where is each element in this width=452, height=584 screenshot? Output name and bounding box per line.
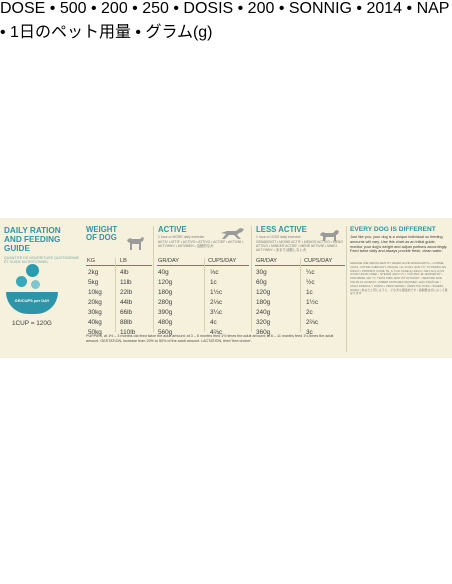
less-active-note: 1 hour or LESS daily exercise <box>256 235 301 239</box>
less-active-grams-header: GR/DAY <box>256 258 278 264</box>
lb-cell: 88lb <box>120 319 133 326</box>
food-bowl-illustration: GR/CUPS per DAY <box>4 264 64 314</box>
lb-cell: 110lb <box>120 329 136 336</box>
kg-cell: 20kg <box>88 299 102 306</box>
less-active-cups-cell: 2c <box>306 309 313 316</box>
every-dog-title: EVERY DOG IS DIFFERENT <box>350 226 436 233</box>
lb-cell: 44lb <box>120 299 133 306</box>
less-active-cups-cell: 2⅔c <box>306 319 319 326</box>
column-divider <box>300 258 301 332</box>
less-active-note-multilingual: GEMÄSSIGT • MOINS ACTIF • MENOS ACTIVO •… <box>256 240 343 253</box>
less-active-cups-cell: ½c <box>306 279 315 286</box>
guide-subtitle: QUANTITE DE NOURRITURE QUOTIDIENNE ET GU… <box>4 256 80 265</box>
less-active-cups-cell: 1c <box>306 289 313 296</box>
less-active-grams-cell: 180g <box>256 299 271 306</box>
kg-column-header: KG <box>87 258 96 264</box>
guide-title: DAILY RATION AND FEEDING GUIDE <box>4 226 61 253</box>
active-note: 1 hour or MORE daily exercise <box>158 235 205 239</box>
lb-cell: 4lb <box>120 269 129 276</box>
active-grams-cell: 180g <box>158 289 173 296</box>
bowl-label: GR/CUPS per DAY <box>14 298 50 303</box>
less-active-cups-cell: 3c <box>306 329 313 336</box>
lb-cell: 11lb <box>120 279 132 286</box>
active-cups-cell: 1c <box>210 279 217 286</box>
feeding-guide-panel <box>0 218 452 358</box>
running-dog-icon <box>221 228 244 239</box>
active-note-multilingual: AKTIV • ATTIF • ACTIVO • ATTIVO • ACTIEF… <box>158 240 244 249</box>
active-grams-cell: 40g <box>158 269 169 276</box>
active-cups-header: CUPS/DAY <box>208 258 237 264</box>
active-cups-cell: 2⅓c <box>210 299 223 306</box>
active-cups-cell: 4⅔c <box>210 329 223 336</box>
lb-cell: 66lb <box>120 309 133 316</box>
less-active-grams-cell: 360g <box>256 329 271 336</box>
less-active-cups-header: CUPS/DAY <box>304 258 333 264</box>
less-active-cups-cell: 1½c <box>306 299 319 306</box>
bowl-icon: GR/CUPS per DAY <box>6 292 58 314</box>
less-active-grams-cell: 240g <box>256 309 271 316</box>
kg-cell: 50kg <box>88 329 102 336</box>
section-divider <box>153 226 154 332</box>
every-dog-text: Just like you, your dog is a unique indi… <box>350 235 448 254</box>
column-divider <box>115 258 116 332</box>
less-active-cups-cell: ¼c <box>306 269 315 276</box>
section-divider <box>346 226 347 352</box>
active-title: ACTIVE <box>158 225 187 234</box>
kg-cell: 40kg <box>88 319 102 326</box>
kibble-dot <box>26 264 39 277</box>
kg-cell: 2kg <box>88 269 99 276</box>
cup-equivalence: 1CUP = 120G <box>12 320 52 327</box>
kg-cell: 30kg <box>88 309 102 316</box>
active-cups-cell: ⅓c <box>210 269 219 276</box>
active-cups-cell: 4c <box>210 319 217 326</box>
active-cups-cell: 1½c <box>210 289 223 296</box>
guide-footnote: DOSE • 500 • 200 • 250 • DOSIS • 200 • S… <box>0 0 450 41</box>
section-divider <box>251 226 252 332</box>
kibble-dot <box>31 280 40 289</box>
active-grams-cell: 120g <box>158 279 173 286</box>
less-active-grams-cell: 30g <box>256 269 267 276</box>
puppies-note: PUPPIES, at 1½ – 3 months old feed twice… <box>86 334 334 343</box>
less-active-grams-cell: 120g <box>256 289 271 296</box>
column-divider <box>204 258 205 332</box>
active-grams-cell: 480g <box>158 319 173 326</box>
kg-cell: 5kg <box>88 279 99 286</box>
header-rule <box>157 265 249 266</box>
standing-dog-icon <box>127 237 144 250</box>
active-grams-cell: 280g <box>158 299 173 306</box>
less-active-title: LESS ACTIVE <box>256 225 307 234</box>
walking-dog-icon <box>320 230 339 241</box>
lb-column-header: LB <box>120 258 127 264</box>
active-cups-cell: 3¼c <box>210 309 223 316</box>
active-grams-header: GR/DAY <box>158 258 180 264</box>
weight-title: WEIGHT OF DOG <box>86 225 118 243</box>
kibble-dot <box>16 276 27 287</box>
active-grams-cell: 560g <box>158 329 173 336</box>
header-rule <box>86 265 152 266</box>
less-active-grams-cell: 320g <box>256 319 271 326</box>
lb-cell: 22lb <box>120 289 133 296</box>
active-grams-cell: 390g <box>158 309 173 316</box>
every-dog-multilingual: GERADE WIE MENSCHEN IST JEDER HUND EINZI… <box>350 261 448 296</box>
less-active-grams-cell: 60g <box>256 279 267 286</box>
kg-cell: 10kg <box>88 289 102 296</box>
guide-header: DAILY RATION AND FEEDING GUIDE QUANTITE … <box>4 226 80 265</box>
